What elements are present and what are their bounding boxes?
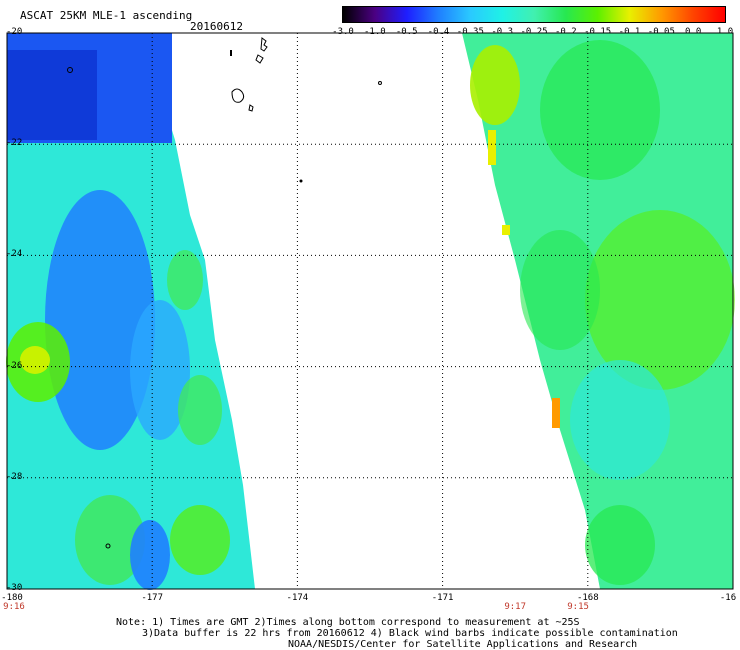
colorbar-tick-label: -0.2 bbox=[554, 27, 577, 37]
green-east bbox=[585, 210, 735, 390]
island-dot bbox=[230, 50, 232, 56]
island-dot bbox=[299, 179, 303, 183]
orange-spot bbox=[552, 398, 560, 428]
green-center-right bbox=[520, 230, 600, 350]
green-north-right bbox=[540, 40, 660, 180]
colorbar-tick-label: -0.05 bbox=[647, 27, 675, 37]
time-label: 9:15 bbox=[567, 602, 589, 612]
island-outline bbox=[105, 543, 111, 549]
green-blob-mid-2 bbox=[178, 375, 222, 445]
colorbar-tick-label: 1.0 bbox=[716, 27, 734, 37]
colorbar-tick-label: -3.0 bbox=[332, 27, 354, 37]
island-outline bbox=[378, 81, 382, 85]
cyan-right bbox=[570, 360, 670, 480]
green-south-right bbox=[585, 505, 655, 585]
lon-tick-label: -174 bbox=[286, 593, 309, 603]
note-line-2: 3)Data buffer is 22 hrs from 20160612 4)… bbox=[142, 628, 678, 639]
note-line-1: Note: 1) Times are GMT 2)Times along bot… bbox=[116, 617, 580, 628]
lat-tick-label: -24 bbox=[6, 249, 23, 260]
lon-tick-label: -168 bbox=[576, 593, 599, 603]
yellow-spot bbox=[488, 130, 496, 165]
dark-blue-region bbox=[7, 50, 97, 140]
lon-tick-label: -177 bbox=[141, 593, 164, 603]
yellow-spot-2 bbox=[502, 225, 510, 235]
note-line-3: NOAA/NESDIS/Center for Satellite Applica… bbox=[288, 639, 638, 650]
lat-tick-label: -22 bbox=[6, 138, 23, 149]
chart-date: 20160612 bbox=[190, 20, 243, 33]
colorbar-tick-label: -0.1 bbox=[618, 27, 641, 37]
colorbar-tick-label: -0.15 bbox=[584, 27, 612, 37]
island-outline bbox=[67, 67, 73, 73]
blue-band-2 bbox=[130, 300, 190, 440]
lat-tick-label: -20 bbox=[6, 27, 23, 37]
island-outline bbox=[255, 54, 264, 64]
colorbar-tick-label: -0.4 bbox=[427, 27, 450, 37]
time-label: 9:16 bbox=[3, 602, 25, 612]
lat-tick-label: -30 bbox=[6, 583, 23, 593]
time-label: 9:17 bbox=[504, 602, 527, 612]
lon-tick-label: -171 bbox=[431, 593, 454, 603]
blue-blob-south bbox=[130, 520, 170, 590]
green-blob-mid bbox=[167, 250, 203, 310]
yellow-blob-west bbox=[20, 346, 50, 374]
colorbar-tick-label: -0.35 bbox=[456, 27, 484, 37]
chart-title: ASCAT 25KM MLE-1 ascending bbox=[20, 9, 193, 22]
yellowgreen-north bbox=[470, 45, 520, 125]
colorbar-tick-label: -0.25 bbox=[520, 27, 548, 37]
colorbar-tick-label: 0.0 bbox=[685, 27, 702, 37]
green-blob-south bbox=[75, 495, 145, 585]
colorbar bbox=[342, 6, 726, 23]
lat-tick-label: -28 bbox=[6, 471, 23, 482]
island-outline bbox=[231, 88, 245, 103]
lon-tick-label: -16 bbox=[719, 593, 737, 603]
map-frame bbox=[6, 32, 734, 590]
colorbar-tick-label: -0.3 bbox=[491, 27, 513, 37]
lat-tick-label: -26 bbox=[6, 360, 23, 371]
island-outline bbox=[260, 37, 268, 52]
colorbar-tick-label: -0.5 bbox=[395, 27, 418, 37]
lon-tick-label: -180 bbox=[1, 593, 23, 603]
green-blob-south-2 bbox=[170, 505, 230, 575]
island-outline bbox=[248, 104, 254, 112]
colorbar-tick-label: -1.0 bbox=[363, 27, 386, 37]
